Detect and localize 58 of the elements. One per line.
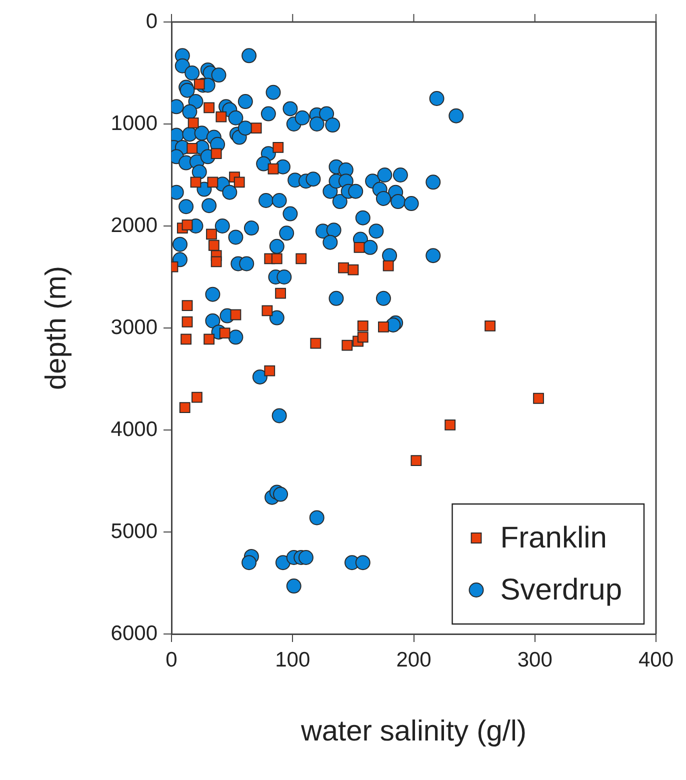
point: [268, 163, 279, 174]
point: [216, 111, 227, 122]
point: [182, 316, 193, 328]
y-tick-label: 4000: [110, 418, 158, 441]
y-tick-label: 5000: [110, 520, 158, 543]
point: [262, 305, 273, 316]
y-tick-label: 2000: [110, 214, 158, 237]
point: [271, 253, 282, 264]
x-tick-label: 300: [517, 648, 552, 672]
point: [204, 102, 215, 114]
point: [234, 176, 245, 188]
point: [182, 300, 193, 312]
point: [378, 322, 389, 332]
point: [186, 143, 198, 154]
point: [272, 142, 284, 153]
point: [338, 262, 349, 274]
legend-label: Franklin: [500, 521, 607, 554]
point: [192, 392, 202, 403]
point: [250, 122, 262, 134]
x-tick-label: 200: [396, 648, 432, 672]
point: [210, 256, 222, 268]
point: [342, 340, 353, 351]
point: [207, 176, 218, 188]
point: [484, 320, 496, 332]
point: [230, 309, 242, 320]
point: [190, 176, 202, 188]
y-tick-label: 0: [146, 10, 158, 33]
y-axis-title: depth (m): [40, 266, 72, 390]
point: [354, 242, 365, 253]
legend-label: Sverdrup: [500, 573, 622, 606]
point: [410, 455, 422, 466]
point: [194, 78, 205, 90]
x-axis-title: water salinity (g/l): [300, 716, 527, 748]
point: [219, 328, 230, 339]
y-tick-label: 3000: [110, 316, 158, 339]
point: [296, 253, 307, 264]
point: [182, 220, 193, 230]
point: [357, 320, 368, 332]
point: [357, 332, 368, 343]
point: [180, 334, 192, 345]
x-tick-label: 400: [638, 648, 674, 672]
point: [533, 392, 544, 404]
y-tick-label: 1000: [110, 112, 158, 135]
point: [444, 419, 456, 430]
point: [206, 228, 217, 240]
point: [264, 365, 276, 376]
point: [310, 338, 322, 349]
point: [348, 264, 359, 276]
y-tick-label: 6000: [110, 622, 158, 645]
point: [208, 240, 220, 251]
point: [188, 118, 199, 128]
x-tick-label: 0: [166, 648, 178, 672]
point: [179, 402, 190, 414]
x-tick-label: 100: [275, 648, 310, 672]
point: [204, 334, 215, 345]
point: [210, 148, 222, 160]
point: [382, 260, 394, 272]
point: [275, 288, 286, 299]
